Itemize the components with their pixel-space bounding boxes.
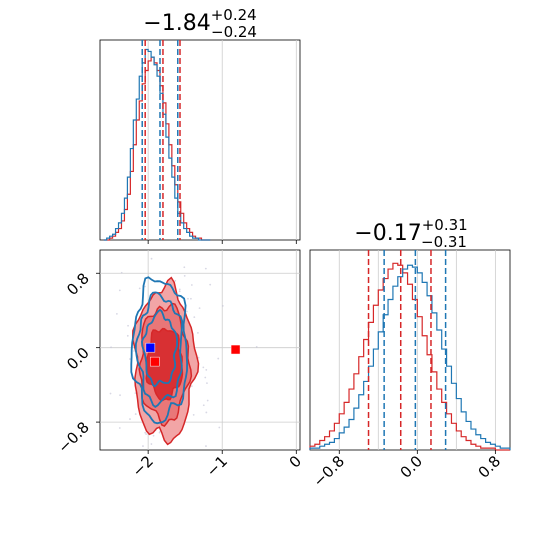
histogram-panel-param-1 [99, 39, 301, 244]
scatter-point [158, 431, 161, 434]
scatter-point [99, 512, 101, 514]
scatter-point [119, 394, 121, 397]
blue-contour-inner [140, 308, 179, 388]
scatter-point [134, 413, 137, 415]
scatter-point [202, 366, 205, 369]
histogram-panel-param-2: −0.8 0.0 0.8 [309, 249, 511, 491]
scatter-point [120, 271, 123, 274]
blue-contour-mid [134, 291, 184, 409]
histogram-1-title-lower: −0.24 [211, 23, 257, 41]
scatter-point [150, 443, 153, 445]
scatter-point [142, 445, 144, 447]
scatter-point [126, 334, 129, 337]
histogram-2-title: −0.17+0.31 [354, 216, 467, 246]
scatter-point [190, 385, 193, 388]
scatter-point [133, 350, 135, 352]
scatter-point [115, 238, 117, 240]
scatter-point [217, 357, 220, 360]
scatter-point [206, 399, 209, 402]
scatter-point [138, 287, 141, 290]
histogram-1-title-median: −1.84 [143, 11, 210, 36]
scatter-point [206, 382, 208, 385]
scatter-point [110, 346, 112, 349]
scatter-point [185, 310, 188, 313]
scatter-point [197, 331, 199, 334]
scatter-point [178, 290, 181, 293]
scatter-point [150, 257, 153, 260]
scatter-point [134, 392, 137, 395]
scatter-point [129, 358, 131, 360]
scatter-point [205, 411, 208, 414]
scatter-point [190, 297, 192, 300]
scatter-point [118, 289, 121, 292]
blue-contour-outer [130, 276, 189, 425]
scatter-point [218, 426, 221, 429]
scatter-point [192, 414, 195, 416]
y-tick-label: −0.8 [54, 418, 92, 456]
point-marker-red [150, 356, 160, 367]
scatter-point [193, 316, 196, 319]
scatter-point [118, 427, 121, 429]
y-tick-label: 0.0 [63, 344, 93, 374]
scatter-point [109, 392, 112, 395]
scatter-point [152, 434, 155, 437]
point-marker-blue [145, 342, 156, 353]
scatter-point [144, 431, 147, 434]
scatter-point [183, 266, 186, 269]
scatter-point [197, 356, 200, 359]
scatter-point [129, 418, 131, 420]
histogram-2-blue-series [309, 264, 511, 450]
scatter-point [187, 297, 189, 300]
histogram-2-title-upper: +0.31 [422, 216, 468, 234]
scatter-point [198, 307, 201, 310]
y-tick-label: 0.8 [63, 269, 93, 299]
x-tick-label: 0.0 [397, 452, 427, 482]
scatter-point [178, 288, 181, 291]
x-tick-label: −2 [129, 452, 157, 480]
histogram-2-title-lower: −0.31 [421, 233, 467, 251]
scatter-point [202, 404, 205, 407]
histogram-1-title-upper: +0.24 [211, 6, 257, 24]
density-panel: −2 −1 0 −0.8 0.0 0.8 [54, 221, 305, 514]
density-frame [99, 249, 301, 451]
histogram-1-title: −1.84+0.24 [143, 6, 256, 36]
point-marker-red [230, 344, 241, 355]
x-tick-label: 0.8 [475, 452, 505, 482]
scatter-point [144, 285, 146, 288]
scatter-point [115, 312, 118, 315]
scatter-point [145, 433, 148, 436]
scatter-point [221, 304, 224, 307]
scatter-point [167, 449, 169, 450]
scatter-point [127, 324, 129, 327]
histogram-1-frame [99, 39, 301, 241]
scatter-point [151, 221, 153, 223]
x-tick-label: −1 [203, 452, 231, 480]
scatter-point [204, 376, 207, 379]
scatter-point [205, 445, 207, 447]
scatter-point [255, 346, 258, 348]
x-tick-label: −0.8 [310, 452, 348, 490]
histogram-1-red-series [103, 56, 211, 241]
scatter-point [183, 274, 186, 277]
histogram-2-frame [309, 249, 511, 451]
histogram-1-blue-series [103, 48, 211, 241]
scatter-point [204, 267, 207, 270]
scatter-point [209, 283, 212, 286]
scatter-point [205, 369, 208, 371]
histogram-2-red-series [309, 262, 510, 451]
x-tick-label: 0 [286, 452, 305, 471]
scatter-point [174, 279, 177, 282]
histogram-2-title-median: −0.17 [354, 221, 421, 246]
scatter-point [190, 284, 193, 286]
